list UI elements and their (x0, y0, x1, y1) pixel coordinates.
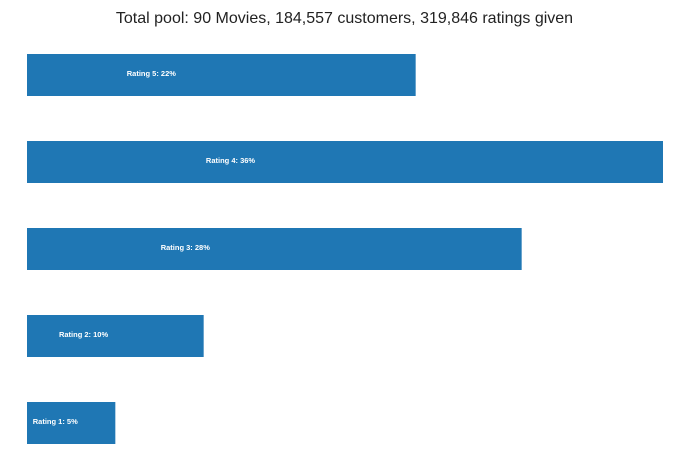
bar-rating-1 (27, 402, 116, 444)
bar-label-rating-5: Rating 5: 22% (127, 69, 177, 78)
bar-rating-4 (27, 141, 663, 183)
bar-rating-3 (27, 228, 522, 270)
bar-label-rating-2: Rating 2: 10% (59, 330, 109, 339)
chart-title: Total pool: 90 Movies, 184,557 customers… (115, 10, 574, 27)
bar-label-rating-1: Rating 1: 5% (33, 417, 78, 426)
bar-label-rating-3: Rating 3: 28% (161, 243, 211, 252)
bar-rating-2 (27, 315, 204, 357)
bar-label-rating-4: Rating 4: 36% (206, 156, 256, 165)
bar-rating-5 (27, 54, 416, 96)
